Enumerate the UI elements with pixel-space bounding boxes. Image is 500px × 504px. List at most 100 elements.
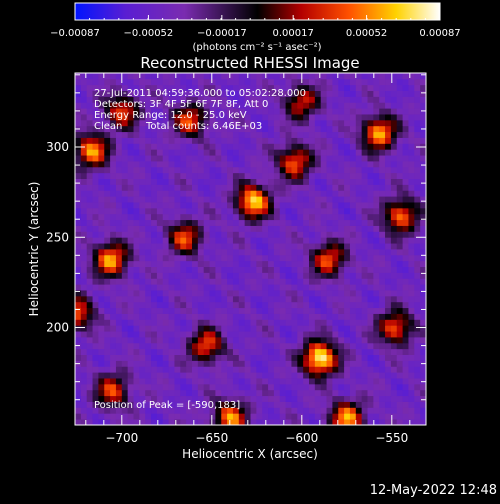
heatmap-cell [151, 231, 158, 238]
heatmap-cell [197, 114, 205, 121]
heatmap-cell [192, 348, 199, 355]
heatmap-cell [98, 149, 105, 156]
heatmap-cell [197, 96, 205, 103]
heatmap-cell [250, 149, 257, 156]
annotation-line: Detectors: 3F 4F 5F 6F 7F 8F, Att 0 [94, 99, 268, 110]
heatmap-cell [279, 360, 286, 367]
heatmap-cell [344, 213, 351, 221]
heatmap-cell [162, 172, 169, 179]
heatmap-cell [402, 331, 409, 338]
heatmap-cell [262, 249, 269, 256]
heatmap-cell [367, 149, 374, 156]
heatmap-cell [156, 290, 164, 297]
heatmap-cell [133, 73, 140, 80]
heatmap-cell [338, 348, 345, 355]
heatmap-cell [402, 137, 409, 144]
heatmap-cell [373, 237, 380, 244]
heatmap-cell [192, 272, 199, 279]
heatmap-cell [291, 243, 298, 250]
heatmap-cell [133, 149, 140, 156]
heatmap-cell [80, 166, 88, 174]
heatmap-cell [268, 196, 275, 203]
heatmap-cell [285, 166, 292, 174]
heatmap-cell [203, 331, 210, 338]
heatmap-cell [121, 78, 129, 86]
heatmap-cell [262, 207, 269, 215]
heatmap-cell [332, 237, 339, 244]
heatmap-cell [256, 301, 263, 309]
heatmap-cell [110, 219, 117, 226]
heatmap-cell [314, 184, 322, 191]
heatmap-cell [338, 213, 345, 221]
heatmap-cell [244, 131, 251, 138]
heatmap-cell [203, 266, 210, 273]
heatmap-cell [203, 108, 210, 115]
heatmap-cell [408, 155, 415, 162]
heatmap-cell [309, 196, 316, 203]
heatmap-cell [344, 84, 351, 91]
heatmap-cell [268, 131, 275, 138]
heatmap-cell [75, 155, 82, 162]
heatmap-cell [203, 178, 210, 185]
heatmap-cell [110, 184, 117, 191]
heatmap-cell [156, 395, 164, 402]
heatmap-cell [303, 331, 310, 338]
heatmap-cell [320, 254, 327, 262]
heatmap-cell [285, 213, 292, 221]
heatmap-cell [75, 207, 82, 215]
heatmap-cell [332, 131, 339, 138]
heatmap-cell [139, 119, 146, 127]
heatmap-cell [285, 360, 292, 367]
heatmap-cell [92, 389, 99, 397]
heatmap-cell [390, 137, 398, 144]
heatmap-cell [133, 266, 140, 273]
heatmap-cell [303, 96, 310, 103]
heatmap-cell [209, 102, 216, 109]
heatmap-cell [232, 196, 240, 203]
heatmap-cell [145, 301, 152, 309]
heatmap-cell [121, 161, 129, 168]
x-tick-label: −550 [375, 431, 408, 445]
heatmap-cell [273, 108, 281, 115]
heatmap-cell [314, 284, 322, 291]
heatmap-cell [268, 307, 275, 314]
heatmap-cell [151, 190, 158, 197]
heatmap-cell [291, 272, 298, 279]
heatmap-cell [133, 331, 140, 338]
heatmap-cell [344, 131, 351, 138]
heatmap-cell [320, 319, 327, 326]
heatmap-cell [215, 389, 222, 397]
heatmap-cell [396, 225, 403, 232]
heatmap-cell [115, 108, 123, 115]
heatmap-cell [314, 161, 322, 168]
heatmap-cell [332, 225, 339, 232]
heatmap-cell [408, 237, 415, 244]
heatmap-cell [151, 137, 158, 144]
heatmap-cell [133, 213, 140, 221]
heatmap-cell [303, 125, 310, 133]
heatmap-cell [139, 348, 146, 355]
heatmap-cell [244, 155, 251, 162]
heatmap-cell [86, 278, 93, 285]
heatmap-cell [326, 243, 333, 250]
heatmap-cell [139, 108, 146, 115]
heatmap-cell [285, 389, 292, 397]
heatmap-cell [320, 249, 327, 256]
heatmap-cell [279, 137, 286, 144]
heatmap-cell [285, 337, 292, 344]
heatmap-cell [221, 172, 228, 179]
heatmap-cell [192, 243, 199, 250]
heatmap-cell [110, 207, 117, 215]
heatmap-cell [133, 155, 140, 162]
heatmap-cell [326, 348, 333, 355]
heatmap-cell [98, 190, 105, 197]
heatmap-cell [115, 325, 123, 332]
heatmap-cell [115, 389, 123, 397]
heatmap-cell [209, 184, 216, 191]
heatmap-cell [174, 395, 181, 402]
heatmap-cell [402, 307, 409, 314]
heatmap-cell [227, 337, 234, 344]
heatmap-cell [314, 178, 322, 185]
heatmap-cell [174, 354, 181, 361]
heatmap-cell [390, 331, 398, 338]
